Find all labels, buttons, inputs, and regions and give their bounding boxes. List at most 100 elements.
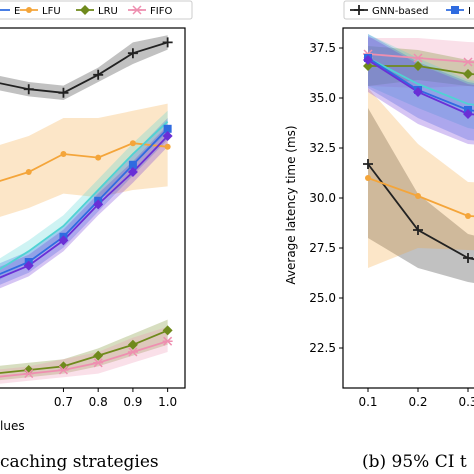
right-data-point-lfu — [415, 193, 421, 199]
left-legend-label: LFU — [42, 6, 61, 17]
right-series-markers — [363, 49, 473, 263]
left-data-point-purple — [93, 199, 104, 210]
right-y-tick-label: 25.0 — [309, 291, 336, 305]
right-series-line-gnn — [367, 163, 474, 261]
left-ci-band-fifo — [0, 326, 168, 384]
right-ci-band-gnn — [368, 108, 474, 283]
right-chart-panel: 0.1 0.2 0.3 22.5 25.0 27.5 30.0 32.5 35.0 37.5 A… — [284, 0, 474, 472]
right-data-point-gnn — [363, 159, 373, 169]
left-x-tick-label: 1.0 — [158, 395, 177, 409]
left-data-point-lru — [23, 365, 34, 375]
left-data-point-gnn — [93, 69, 104, 80]
right-ci-band-lfu — [368, 88, 474, 268]
left-legend-box — [0, 0, 193, 20]
left-data-point-lfu — [164, 143, 171, 150]
right-series-line-lfu — [367, 177, 474, 218]
right-data-point-purple — [413, 87, 423, 97]
left-data-point-lru — [58, 361, 69, 372]
left-series-markers — [23, 37, 173, 379]
right-data-point-lru — [363, 61, 373, 71]
right-series-line-fifo — [367, 53, 474, 64]
left-legend-marker — [26, 7, 32, 13]
right-y-tick-label: 27.5 — [309, 241, 336, 255]
right-y-tick-label: 37.5 — [309, 41, 336, 55]
left-data-point-purple — [127, 167, 138, 177]
right-data-point-fifo — [413, 53, 423, 63]
right-legend-label: I — [468, 6, 471, 17]
left-x-tick-label: 0.9 — [123, 395, 142, 409]
right-data-point-lfu — [365, 175, 371, 181]
left-data-point-purple — [23, 260, 34, 271]
left-legend-label: FIFO — [150, 6, 172, 17]
left-ci-band-lru — [0, 319, 168, 381]
left-data-point-lru — [162, 325, 173, 336]
left-ci-band-blue — [0, 118, 168, 285]
left-data-point-gnn — [58, 87, 69, 98]
right-y-axis-label: Average latency time (ms) — [284, 125, 298, 284]
left-data-point-fifo — [23, 369, 34, 379]
left-data-point-blue — [128, 160, 137, 169]
left-data-point-gnn — [127, 48, 138, 59]
left-series-line-purple — [0, 135, 169, 279]
left-series-lines — [0, 41, 169, 378]
left-ci-band-purple — [0, 125, 168, 289]
right-legend: GNN-based I — [343, 0, 474, 20]
right-x-tick-label: 0.3 — [458, 395, 474, 409]
right-data-point-gnn — [463, 253, 473, 263]
right-legend-marker — [451, 6, 459, 14]
left-ci-band-gnn — [0, 35, 168, 100]
right-x-tick-label: 0.1 — [358, 395, 377, 409]
right-data-point-lfu — [465, 213, 471, 219]
left-data-point-fifo — [93, 358, 104, 368]
left-data-point-lfu — [60, 151, 67, 157]
left-x-ticks: 0.7 0.8 0.9 1.0 — [54, 388, 177, 409]
left-data-point-lfu — [25, 169, 32, 175]
left-series-line-gnn — [0, 41, 168, 94]
left-data-point-fifo — [162, 336, 173, 346]
right-series-line-purple — [367, 59, 474, 116]
right-y-tick-label: 30.0 — [309, 191, 336, 205]
right-plot-frame — [342, 27, 474, 389]
right-y-tick-label: 35.0 — [309, 91, 336, 105]
right-legend-marker — [354, 5, 364, 15]
left-data-point-purple — [162, 131, 173, 141]
left-series-line-cyan — [0, 120, 169, 271]
left-legend-marker — [132, 5, 142, 15]
left-data-point-fifo — [127, 347, 138, 357]
right-x-ticks: 0.1 0.2 0.3 — [358, 388, 474, 409]
left-x-axis-label: lues — [0, 419, 25, 433]
right-legend-label: GNN-based — [372, 6, 429, 17]
right-data-point-lru — [413, 61, 423, 71]
left-x-tick-label: 0.8 — [89, 395, 108, 409]
left-data-point-purple — [58, 235, 69, 246]
left-data-point-lfu — [95, 154, 102, 161]
right-y-tick-label: 22.5 — [309, 341, 336, 355]
left-plot-frame — [0, 27, 186, 389]
left-series-line-blue — [0, 128, 169, 275]
right-x-tick-label: 0.2 — [408, 395, 427, 409]
left-chart-panel: 0.7 0.8 0.9 1.0 lues E LFU LRU FIFO caching st… — [0, 0, 193, 472]
left-data-point-blue — [163, 124, 172, 133]
left-ci-band-lfu — [0, 103, 168, 217]
right-series-line-lru — [368, 65, 474, 76]
left-legend: E LFU LRU FIFO — [0, 0, 193, 20]
left-series-line-lfu — [0, 142, 168, 182]
left-data-point-fifo — [58, 365, 69, 375]
right-data-point-purple — [463, 109, 473, 119]
right-series-lines — [367, 53, 474, 261]
right-legend-box — [343, 0, 474, 20]
left-series-line-lru — [0, 329, 168, 374]
left-data-point-lru — [127, 339, 138, 350]
left-caption: caching strategies — [0, 452, 159, 472]
left-data-point-lru — [93, 350, 104, 361]
left-data-point-gnn — [23, 84, 34, 95]
left-legend-label: LRU — [98, 6, 118, 17]
right-data-point-purple — [363, 55, 373, 65]
left-legend-marker — [80, 5, 90, 15]
right-caption: (b) 95% CI t — [362, 452, 467, 472]
right-series-line-cyan — [367, 57, 474, 106]
right-series-line-blue — [367, 57, 474, 112]
right-data-point-fifo — [463, 57, 473, 67]
left-series-line-fifo — [0, 340, 168, 378]
